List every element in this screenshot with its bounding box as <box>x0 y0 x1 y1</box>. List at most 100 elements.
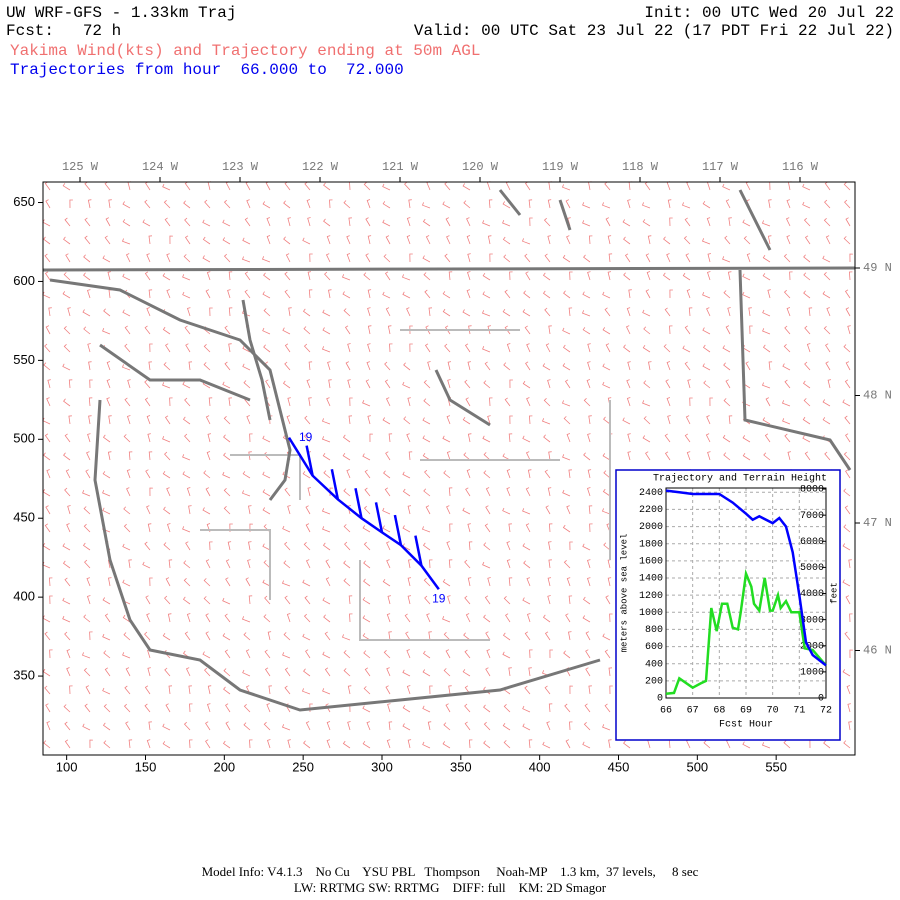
wind-barb <box>528 199 533 209</box>
wind-barb <box>343 650 351 659</box>
wind-barb <box>843 524 851 533</box>
wind-barb <box>85 685 91 695</box>
wind-barb <box>563 290 571 299</box>
wind-barb <box>603 470 611 479</box>
wind-barb <box>322 452 331 461</box>
wind-barb <box>825 361 831 371</box>
wind-barb <box>783 289 791 299</box>
wind-barb <box>166 487 171 497</box>
wind-barb <box>525 451 531 461</box>
wind-barb <box>387 325 392 335</box>
wind-barb <box>442 741 451 749</box>
y-tick-label: 450 <box>13 510 35 525</box>
wind-barb <box>848 559 852 569</box>
wind-barb <box>483 470 491 479</box>
wind-barb <box>362 597 371 605</box>
wind-barb <box>83 272 91 281</box>
wind-barb <box>401 274 411 281</box>
wind-barb <box>82 309 91 317</box>
wind-barb <box>122 543 131 551</box>
wind-barb <box>442 435 451 443</box>
wind-barb <box>524 181 531 191</box>
wind-barb <box>343 200 351 209</box>
wind-barb <box>163 200 171 209</box>
wind-barb <box>263 272 271 281</box>
wind-barb <box>602 363 611 371</box>
wind-barb <box>223 434 231 443</box>
wind-barb <box>568 469 572 479</box>
wind-barb <box>367 343 371 353</box>
wind-barb <box>528 739 533 749</box>
wind-barb <box>64 631 71 641</box>
wind-barb <box>547 487 552 497</box>
wind-barb <box>825 343 831 353</box>
wind-barb <box>283 560 291 569</box>
wind-barb <box>225 703 231 713</box>
wind-barb <box>223 452 231 461</box>
wind-barb <box>284 487 291 497</box>
wind-barb <box>64 217 71 227</box>
wind-barb <box>843 236 851 245</box>
wind-barb <box>262 543 271 551</box>
trajectory-start-label: 19 <box>299 430 313 444</box>
wind-barb <box>42 668 51 677</box>
wind-barb <box>382 219 391 227</box>
wind-barb <box>146 739 151 749</box>
wind-barb <box>407 577 412 587</box>
wind-barb <box>262 327 271 335</box>
wind-barb <box>206 451 211 461</box>
wind-barb <box>603 416 611 425</box>
wind-barb <box>446 541 451 551</box>
wind-barb <box>384 487 391 497</box>
wind-barb <box>707 253 711 263</box>
wind-barb <box>422 542 431 551</box>
wind-barb <box>823 326 831 335</box>
wind-barb <box>485 487 491 497</box>
wind-barb <box>264 595 271 605</box>
wind-barb <box>169 397 173 407</box>
wind-barb <box>263 560 271 569</box>
wind-barb <box>605 343 611 353</box>
wind-barb <box>43 362 51 371</box>
y-tick-label: 350 <box>13 668 35 683</box>
y2-tick-label: 5000 <box>800 563 824 574</box>
wind-barb <box>321 418 331 425</box>
wind-barb <box>325 559 331 569</box>
wind-barb <box>145 181 151 191</box>
wind-barb <box>685 253 691 263</box>
y-axis-label: meters above sea level <box>619 534 629 653</box>
lake <box>434 369 491 427</box>
wind-barb <box>266 235 271 245</box>
wind-barb <box>162 741 171 749</box>
wind-barb <box>262 435 271 443</box>
wind-barb <box>102 328 111 335</box>
wind-barb <box>725 199 731 209</box>
wind-barb <box>444 253 451 263</box>
wind-barb <box>363 505 371 515</box>
wind-barb <box>204 667 211 677</box>
wind-barb <box>209 541 213 551</box>
wind-barb <box>565 199 571 209</box>
wind-barb <box>745 361 751 371</box>
wind-barb <box>485 505 491 515</box>
wind-barb <box>188 505 192 515</box>
wind-barb <box>347 685 352 695</box>
wind-barb <box>186 487 191 497</box>
wind-barb <box>644 181 651 191</box>
wind-barb <box>343 488 351 497</box>
x-tick-label: 67 <box>687 706 699 717</box>
wind-barb <box>164 217 171 227</box>
lake <box>498 189 772 251</box>
wind-barb <box>723 290 731 299</box>
wind-barb <box>544 631 551 641</box>
wind-barb <box>561 184 571 191</box>
wind-barb <box>148 361 152 371</box>
wind-barb <box>86 577 91 587</box>
wind-barb <box>367 415 371 425</box>
wind-barb <box>684 361 691 371</box>
wind-barb <box>182 596 191 605</box>
wind-barb <box>529 649 533 659</box>
wind-barb <box>223 488 231 497</box>
wind-barb <box>646 271 651 281</box>
wind-barb <box>104 613 111 623</box>
